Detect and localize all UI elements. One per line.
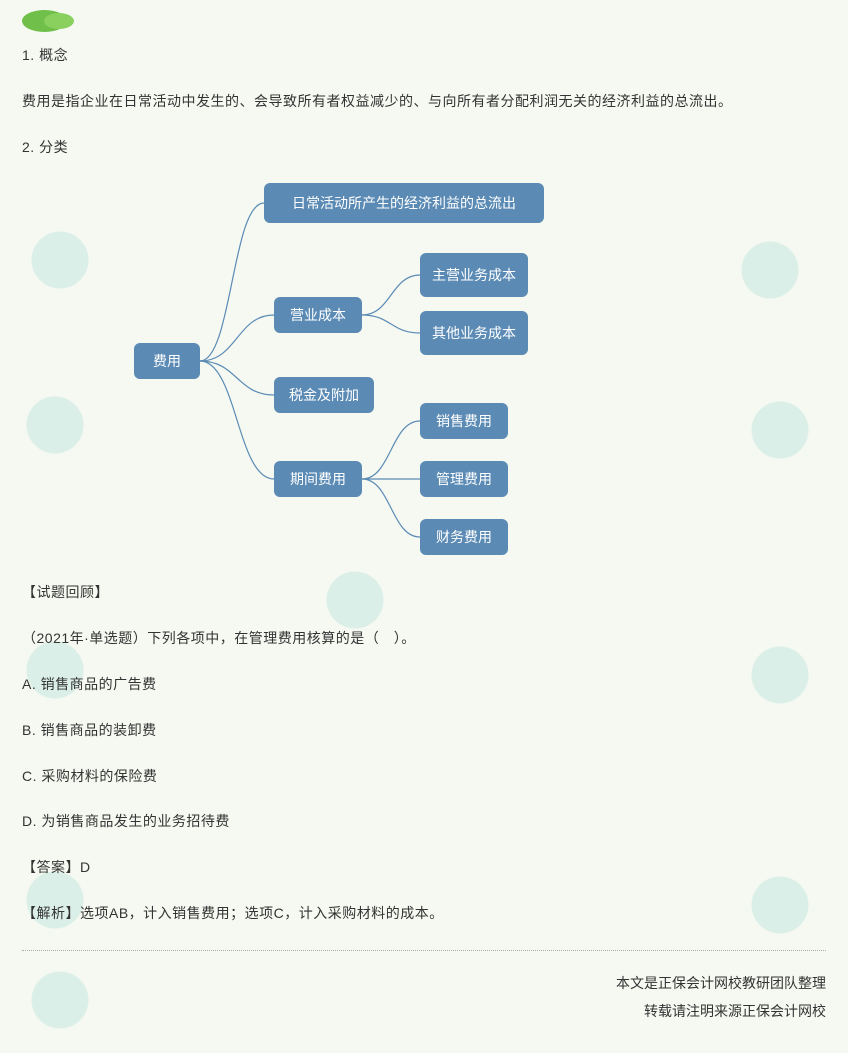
diagram-node-n4a: 销售费用: [420, 403, 508, 439]
leaf-decoration-icon: [22, 10, 67, 32]
option-c: C. 采购材料的保险费: [22, 765, 826, 789]
diagram-node-n2: 营业成本: [274, 297, 362, 333]
diagram-node-n2b: 其他业务成本: [420, 311, 528, 355]
heading-category: 2. 分类: [22, 136, 826, 160]
heading-concept: 1. 概念: [22, 44, 826, 68]
question-stem: （2021年·单选题）下列各项中，在管理费用核算的是（ ）。: [22, 627, 826, 651]
answer-label: 【答案】D: [22, 856, 826, 880]
question-review-label: 【试题回顾】: [22, 581, 826, 605]
footer-line-2: 转载请注明来源正保会计网校: [22, 997, 826, 1025]
diagram-node-n4: 期间费用: [274, 461, 362, 497]
diagram-node-n1: 日常活动所产生的经济利益的总流出: [264, 183, 544, 223]
diagram-node-root: 费用: [134, 343, 200, 379]
paragraph-definition: 费用是指企业在日常活动中发生的、会导致所有者权益减少的、与向所有者分配利润无关的…: [22, 90, 826, 114]
option-b: B. 销售商品的装卸费: [22, 719, 826, 743]
diagram-connectors: [124, 181, 724, 561]
option-d: D. 为销售商品发生的业务招待费: [22, 810, 826, 834]
diagram-node-n2a: 主营业务成本: [420, 253, 528, 297]
analysis-label: 【解析】选项AB，计入销售费用；选项C，计入采购材料的成本。: [22, 902, 826, 926]
footer-line-1: 本文是正保会计网校教研团队整理: [22, 969, 826, 997]
diagram-node-n4c: 财务费用: [420, 519, 508, 555]
option-a: A. 销售商品的广告费: [22, 673, 826, 697]
expense-tree-diagram: 费用 日常活动所产生的经济利益的总流出营业成本税金及附加期间费用 主营业务成本其他业…: [124, 181, 724, 561]
footer-block: 本文是正保会计网校教研团队整理 转载请注明来源正保会计网校: [22, 969, 826, 1025]
diagram-node-n4b: 管理费用: [420, 461, 508, 497]
diagram-node-n3: 税金及附加: [274, 377, 374, 413]
separator-line: [22, 950, 826, 951]
